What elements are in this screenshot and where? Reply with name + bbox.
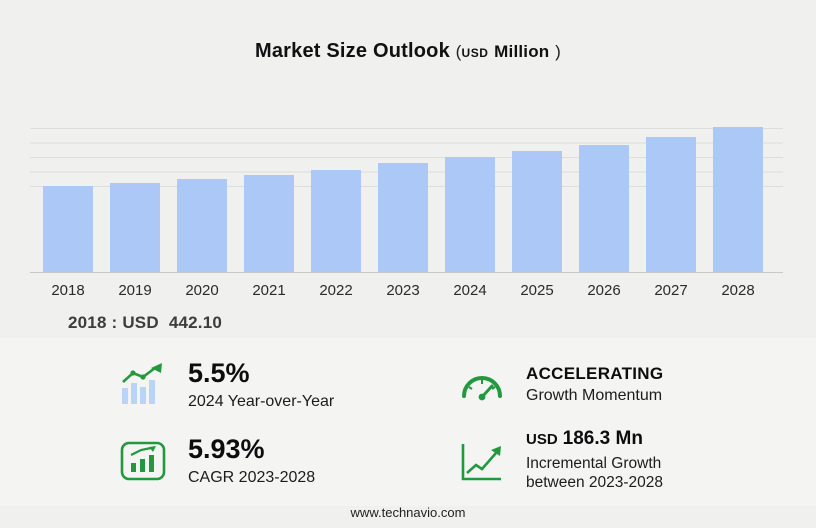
stat-value: ACCELERATING bbox=[526, 363, 664, 383]
annotation-prefix: 2018 : USD bbox=[68, 313, 159, 332]
bar-2025 bbox=[512, 151, 562, 272]
x-tick-label: 2027 bbox=[654, 282, 688, 299]
stat-value: 5.5% bbox=[188, 358, 250, 389]
bar-2028 bbox=[713, 127, 763, 272]
annotation-value: 442.10 bbox=[168, 313, 223, 332]
x-tick-label: 2023 bbox=[386, 282, 420, 299]
bar-2026 bbox=[579, 145, 629, 272]
x-tick-label: 2028 bbox=[721, 282, 755, 299]
plot-area bbox=[30, 127, 783, 273]
bar-2027 bbox=[646, 136, 696, 272]
speedometer-icon bbox=[456, 360, 506, 410]
x-tick-label: 2021 bbox=[252, 282, 286, 299]
bar-2019 bbox=[110, 182, 160, 272]
bar-2024 bbox=[445, 157, 495, 272]
stat-value-number: 186.3 Mn bbox=[562, 428, 643, 450]
stat-value: 5.93% bbox=[188, 434, 265, 465]
bar-2023 bbox=[378, 163, 428, 272]
x-tick-label: 2019 bbox=[118, 282, 152, 299]
unit-paren-open: ( bbox=[455, 42, 462, 61]
stat-label: CAGR 2023-2028 bbox=[188, 468, 316, 486]
unit-currency: USD bbox=[461, 46, 489, 60]
base-year-annotation: 2018 : USD 442.10 bbox=[68, 313, 222, 333]
chart-title-main: Market Size Outlook bbox=[254, 40, 450, 62]
x-axis: 2018 2019 2020 2021 2022 2023 2024 2025 2026 2027… bbox=[30, 282, 783, 299]
x-tick-label: 2018 bbox=[51, 282, 85, 299]
stat-label: 2024 Year-over-Year bbox=[188, 392, 335, 410]
stat-text: 5.5% 2024 Year-over-Year bbox=[188, 358, 335, 411]
bar-2021 bbox=[244, 175, 294, 272]
x-tick-label: 2022 bbox=[319, 282, 353, 299]
stat-text: 5.93% CAGR 2023-2028 bbox=[188, 434, 316, 487]
stat-value: USD 186.3 Mn bbox=[526, 428, 704, 450]
stat-incremental-growth: USD 186.3 Mn Incremental Growth between 2… bbox=[408, 426, 816, 496]
bar-chart: 2018 2019 2020 2021 2022 2023 2024 2025 2026 2027… bbox=[30, 127, 783, 299]
stat-cagr: 5.93% CAGR 2023-2028 bbox=[0, 426, 408, 496]
stat-label: Incremental Growth between 2023-2028 bbox=[526, 455, 664, 492]
bar-2020 bbox=[177, 179, 227, 272]
unit-text: Million bbox=[494, 42, 550, 61]
stat-value-currency: USD bbox=[526, 431, 558, 449]
bar-2018 bbox=[43, 185, 93, 272]
x-tick-label: 2025 bbox=[520, 282, 554, 299]
stat-text: ACCELERATING Growth Momentum bbox=[526, 363, 664, 406]
cagr-chart-icon bbox=[118, 436, 168, 486]
x-tick-label: 2024 bbox=[453, 282, 487, 299]
chart-title: Market Size Outlook (USD Million ) bbox=[0, 40, 816, 63]
stat-label: Growth Momentum bbox=[526, 387, 663, 405]
bar-2022 bbox=[311, 170, 361, 272]
incremental-growth-icon bbox=[456, 436, 506, 486]
stat-growth-momentum: ACCELERATING Growth Momentum bbox=[408, 350, 816, 420]
stat-text: USD 186.3 Mn Incremental Growth between 2… bbox=[526, 428, 704, 493]
footer-url: www.technavio.com bbox=[350, 505, 466, 520]
stat-yoy-growth: 5.5% 2024 Year-over-Year bbox=[0, 350, 408, 420]
x-tick-label: 2020 bbox=[185, 282, 219, 299]
yoy-bars-trend-icon bbox=[118, 360, 168, 410]
stats-panel: 5.5% 2024 Year-over-Year ACCELERATING Gr… bbox=[0, 338, 816, 506]
x-tick-label: 2026 bbox=[587, 282, 621, 299]
unit-paren-close: ) bbox=[555, 42, 562, 61]
